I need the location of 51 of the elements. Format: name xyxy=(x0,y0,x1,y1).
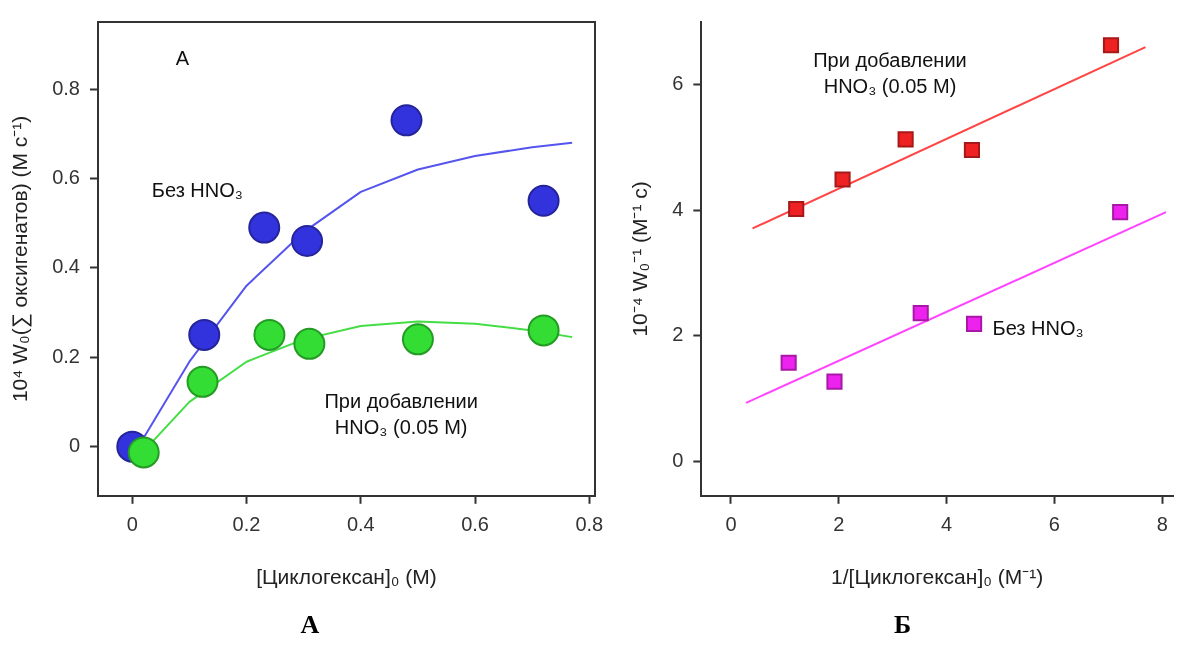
x-tick-label: 0.6 xyxy=(461,513,489,536)
y-tick-label: 0.2 xyxy=(52,344,80,367)
point xyxy=(293,327,326,360)
point xyxy=(780,354,797,371)
y-tick-label: 0.6 xyxy=(52,165,80,188)
x-tick-label: 6 xyxy=(1048,513,1060,536)
point xyxy=(527,184,560,217)
text: Б xyxy=(892,609,913,641)
x-tick-label: 0.2 xyxy=(232,513,261,536)
x-tick-label: 2 xyxy=(833,513,845,536)
point xyxy=(390,104,423,137)
point xyxy=(1112,204,1129,221)
annotation: А xyxy=(175,47,190,70)
series-label: Без HNO₃ xyxy=(992,317,1084,340)
y-tick-label: 2 xyxy=(672,323,684,346)
point xyxy=(834,171,851,188)
point xyxy=(253,318,286,351)
x-tick-label: 0 xyxy=(126,513,138,536)
text: А xyxy=(299,609,321,641)
point xyxy=(963,141,980,159)
x-axis-title: [Циклогексан]₀ (М) xyxy=(256,565,437,589)
point xyxy=(291,225,324,258)
point xyxy=(248,211,281,244)
x-tick-label: 0 xyxy=(725,513,737,536)
y-tick-label: 6 xyxy=(672,72,684,95)
y-tick-label: 0.8 xyxy=(52,76,80,99)
point xyxy=(897,131,914,148)
point xyxy=(188,318,221,351)
point xyxy=(912,305,929,322)
point xyxy=(788,200,805,218)
y-tick-label: 0 xyxy=(68,434,80,457)
y-axis-title: 10⁴ W₀(∑ оксигенатов) (М с⁻¹) xyxy=(8,115,33,403)
y-tick-label: 0 xyxy=(672,448,684,471)
x-tick-label: 4 xyxy=(941,513,953,536)
text: При добавлении HNO₃ (0.05 М) xyxy=(813,48,967,97)
y-axis-title: 10⁻⁴ W₀⁻¹ (М⁻¹ с) xyxy=(628,181,652,337)
y-tick-label: 0.4 xyxy=(52,255,80,278)
point xyxy=(186,365,219,398)
point xyxy=(966,315,983,332)
y-tick-label: 4 xyxy=(672,197,684,220)
point xyxy=(127,436,160,469)
point xyxy=(527,314,560,347)
x-tick-label: 8 xyxy=(1156,513,1168,536)
x-tick-label: 0.8 xyxy=(575,513,604,536)
x-tick-label: 0.4 xyxy=(346,513,375,536)
series-label: Без HNO₃ xyxy=(151,179,243,202)
series-label: При добавлении HNO₃ (0.05 М) xyxy=(324,389,478,438)
point xyxy=(401,323,434,356)
point xyxy=(826,373,843,390)
point xyxy=(1102,37,1120,54)
x-axis-title: 1/[Циклогексан]₀ (М⁻¹) xyxy=(831,565,1044,589)
